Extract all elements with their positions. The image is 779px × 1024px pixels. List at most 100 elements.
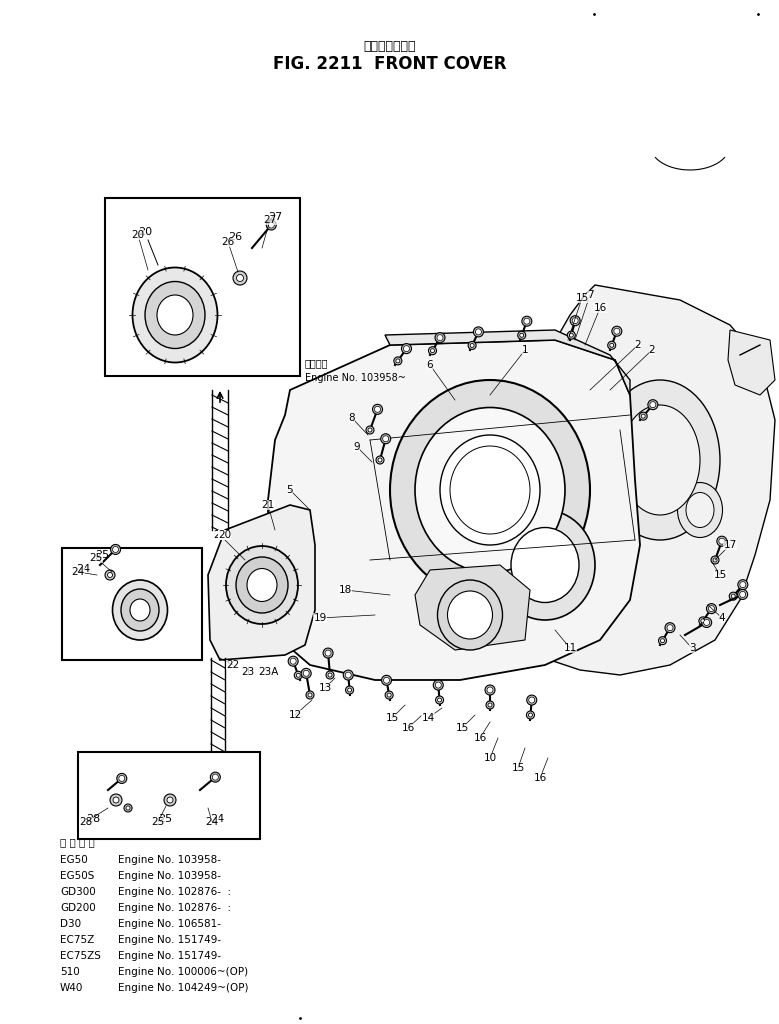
Text: 24: 24 xyxy=(76,564,90,574)
Text: 23A: 23A xyxy=(258,667,278,677)
Ellipse shape xyxy=(440,435,540,545)
Text: 8: 8 xyxy=(349,413,355,423)
Text: フロントカバー: フロントカバー xyxy=(363,41,416,53)
Circle shape xyxy=(650,401,656,408)
Text: 19: 19 xyxy=(313,613,326,623)
Circle shape xyxy=(485,685,495,695)
Circle shape xyxy=(237,274,244,282)
Circle shape xyxy=(717,537,727,546)
Circle shape xyxy=(608,341,615,349)
Circle shape xyxy=(713,558,717,562)
Circle shape xyxy=(210,772,220,782)
Circle shape xyxy=(117,773,127,783)
Circle shape xyxy=(658,637,667,645)
Circle shape xyxy=(528,713,532,717)
Text: 3: 3 xyxy=(689,643,696,653)
Text: 24: 24 xyxy=(210,814,224,824)
Text: 4: 4 xyxy=(719,613,725,623)
Circle shape xyxy=(702,617,712,628)
Circle shape xyxy=(527,695,537,706)
Circle shape xyxy=(108,572,112,578)
Text: EC75Z: EC75Z xyxy=(60,935,94,945)
Circle shape xyxy=(164,794,176,806)
Text: 16: 16 xyxy=(401,723,414,733)
Text: 20: 20 xyxy=(132,230,145,240)
Circle shape xyxy=(346,686,354,694)
Circle shape xyxy=(288,656,298,667)
Circle shape xyxy=(435,696,443,705)
Circle shape xyxy=(739,592,746,597)
Circle shape xyxy=(368,428,372,432)
Circle shape xyxy=(435,682,441,688)
Text: 28: 28 xyxy=(79,817,93,827)
Text: 7: 7 xyxy=(587,290,594,300)
Circle shape xyxy=(699,616,707,625)
Circle shape xyxy=(124,804,132,812)
Text: 25: 25 xyxy=(90,553,103,563)
Circle shape xyxy=(667,625,673,631)
Text: 25: 25 xyxy=(158,814,172,824)
Circle shape xyxy=(523,318,530,325)
Ellipse shape xyxy=(226,546,298,624)
Text: Engine No. 103958~: Engine No. 103958~ xyxy=(305,373,406,383)
Circle shape xyxy=(301,669,311,678)
Circle shape xyxy=(382,675,392,685)
Text: 11: 11 xyxy=(563,643,576,653)
Text: 15: 15 xyxy=(511,763,524,773)
Circle shape xyxy=(707,603,717,613)
Text: 15: 15 xyxy=(456,723,469,733)
Circle shape xyxy=(376,456,384,464)
Text: 13: 13 xyxy=(319,683,332,693)
Text: 27: 27 xyxy=(268,212,282,222)
Circle shape xyxy=(610,343,614,347)
Circle shape xyxy=(711,556,719,564)
Text: FIG. 2211  FRONT COVER: FIG. 2211 FRONT COVER xyxy=(273,55,506,73)
Circle shape xyxy=(233,271,247,285)
Circle shape xyxy=(372,404,382,415)
Circle shape xyxy=(433,680,443,690)
Polygon shape xyxy=(728,330,775,395)
Text: 26: 26 xyxy=(221,237,234,247)
Bar xyxy=(62,548,202,660)
Circle shape xyxy=(401,344,411,353)
Text: 23: 23 xyxy=(241,667,255,677)
Circle shape xyxy=(266,220,277,230)
Circle shape xyxy=(347,688,351,692)
Circle shape xyxy=(731,594,735,598)
Ellipse shape xyxy=(438,580,502,650)
Text: 12: 12 xyxy=(288,710,301,720)
Circle shape xyxy=(345,672,351,678)
Text: 16: 16 xyxy=(594,303,607,313)
Circle shape xyxy=(428,347,436,354)
Text: 15: 15 xyxy=(576,293,589,303)
Ellipse shape xyxy=(415,408,565,572)
Circle shape xyxy=(488,703,492,707)
Circle shape xyxy=(382,436,389,441)
Circle shape xyxy=(394,357,402,365)
Text: Engine No. 106581-: Engine No. 106581- xyxy=(118,919,221,929)
Text: Engine No. 102876-  :: Engine No. 102876- : xyxy=(118,903,231,913)
Text: Engine No. 103958-: Engine No. 103958- xyxy=(118,871,221,881)
Circle shape xyxy=(167,797,173,803)
Text: 21: 21 xyxy=(262,500,275,510)
Polygon shape xyxy=(268,340,640,680)
Ellipse shape xyxy=(620,406,700,515)
Circle shape xyxy=(110,794,122,806)
Ellipse shape xyxy=(511,527,579,602)
Circle shape xyxy=(213,774,218,780)
Text: 17: 17 xyxy=(724,540,737,550)
Ellipse shape xyxy=(130,599,150,621)
Text: GD300: GD300 xyxy=(60,887,96,897)
Text: 1: 1 xyxy=(522,345,528,355)
Text: 適 用 号 機: 適 用 号 機 xyxy=(60,837,95,847)
Circle shape xyxy=(487,687,493,693)
Text: 27: 27 xyxy=(263,215,277,225)
Circle shape xyxy=(527,711,534,719)
Text: 6: 6 xyxy=(427,360,433,370)
Circle shape xyxy=(111,545,121,554)
Circle shape xyxy=(113,797,119,803)
Circle shape xyxy=(290,658,296,665)
Ellipse shape xyxy=(145,282,205,348)
Circle shape xyxy=(729,592,737,600)
Text: Engine No. 103958-: Engine No. 103958- xyxy=(118,855,221,865)
